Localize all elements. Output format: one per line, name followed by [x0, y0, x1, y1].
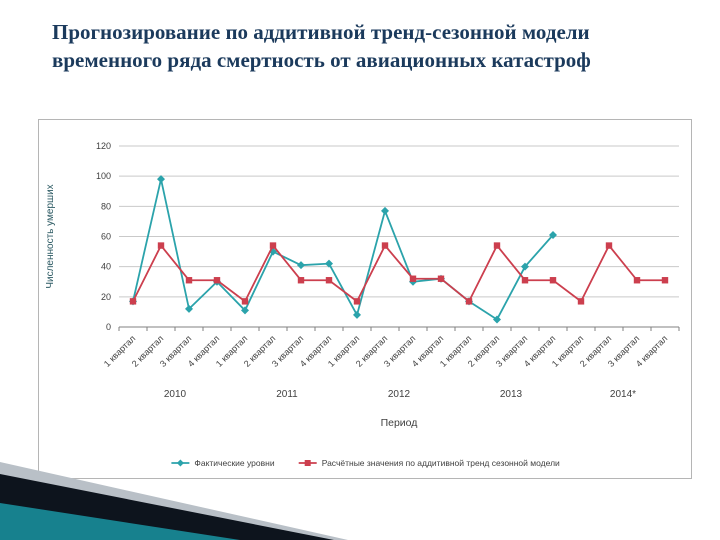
series-marker-1	[353, 298, 361, 305]
slide-title: Прогнозирование по аддитивной тренд-сезо…	[52, 18, 692, 75]
series-line-1	[132, 243, 665, 303]
year-label: 2014*	[610, 389, 636, 400]
series-marker-1	[549, 277, 557, 284]
x-axis-title: Период	[381, 417, 418, 429]
series-marker-1	[661, 277, 669, 284]
y-tick-label: 100	[96, 171, 111, 181]
series-marker-0	[381, 206, 389, 215]
series-marker-0	[353, 310, 361, 319]
legend-marker	[304, 460, 311, 466]
series-marker-1	[241, 298, 249, 305]
series-marker-0	[185, 304, 193, 313]
series-marker-1	[269, 242, 277, 249]
series-marker-1	[605, 242, 613, 249]
series-marker-1	[409, 275, 417, 282]
series-marker-0	[493, 315, 501, 324]
legend-marker	[176, 459, 184, 467]
slide-title-line-2: временного ряда смертность от авиационны…	[52, 48, 591, 73]
series-marker-1	[465, 298, 473, 305]
chart-area: 0 20 40 60 80 100 120 1 квартал 2 квартал 3 кварт…	[38, 119, 692, 479]
series-marker-1	[437, 275, 445, 282]
year-label: 2010	[164, 389, 187, 400]
legend-label: Расчётные значения по аддитивной тренд с…	[322, 458, 560, 468]
series-marker-1	[185, 277, 193, 284]
series-marker-0	[297, 261, 305, 270]
corner-triangle-teal	[0, 503, 240, 540]
series-marker-1	[493, 242, 501, 249]
y-axis-title: Численность умерших	[45, 184, 56, 288]
slide-title-line-1: Прогнозирование по аддитивной тренд-сезо…	[52, 20, 590, 44]
series-marker-1	[213, 277, 221, 284]
y-tick-label: 60	[101, 232, 111, 242]
series-marker-0	[157, 175, 165, 184]
series-line-0	[132, 178, 554, 321]
y-tick-label: 80	[101, 201, 111, 211]
series-marker-1	[633, 277, 641, 284]
y-tick-label: 20	[101, 292, 111, 302]
series-marker-0	[325, 259, 333, 268]
year-label: 2013	[500, 389, 523, 400]
year-label: 2012	[388, 389, 411, 400]
series-marker-1	[521, 277, 529, 284]
series-marker-1	[325, 277, 333, 284]
y-tick-label: 120	[96, 141, 111, 151]
series-marker-0	[549, 230, 557, 239]
corner-triangle-dark	[0, 474, 334, 540]
legend-label: Фактические уровни	[194, 458, 274, 468]
series-marker-1	[297, 277, 305, 284]
y-tick-label: 0	[106, 322, 111, 332]
series-marker-1	[381, 242, 389, 249]
year-label: 2011	[276, 389, 298, 400]
series-marker-0	[241, 306, 249, 315]
series-marker-0	[521, 262, 529, 271]
series-marker-1	[157, 242, 165, 249]
series-marker-1	[577, 298, 585, 305]
y-tick-label: 40	[101, 262, 111, 272]
series-marker-1	[129, 298, 137, 305]
